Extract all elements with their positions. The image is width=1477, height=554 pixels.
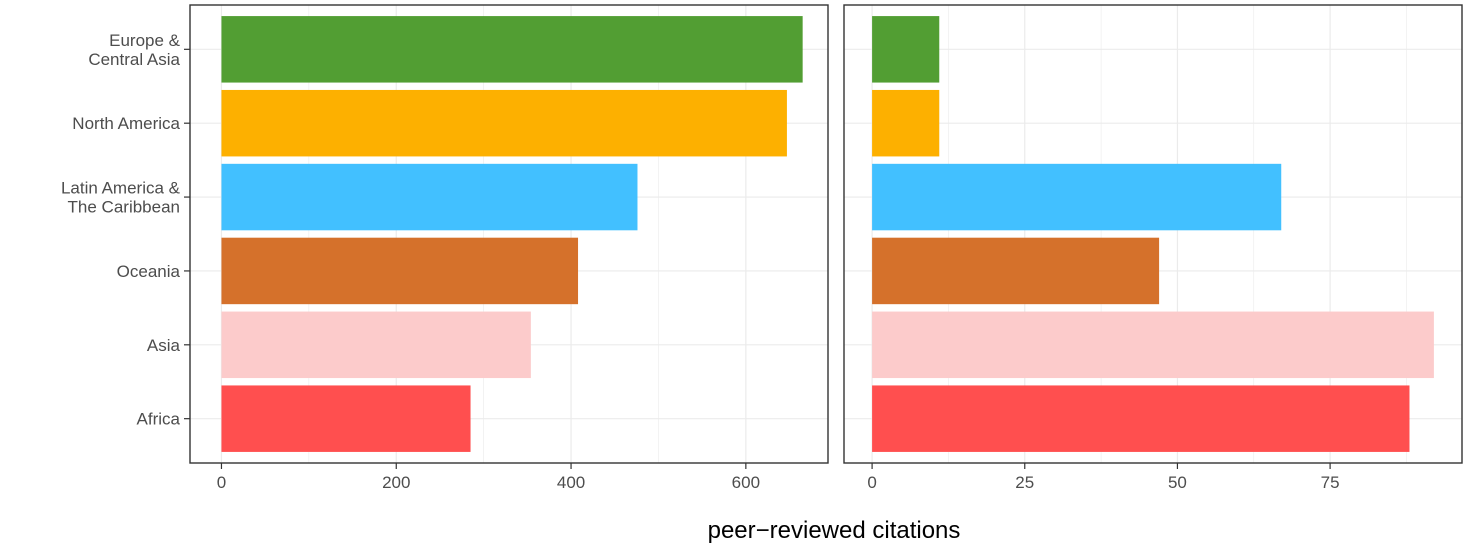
bar bbox=[221, 237, 579, 305]
bar bbox=[221, 16, 803, 83]
panel-border bbox=[843, 4, 1463, 464]
y-tick-label: Europe & bbox=[109, 31, 181, 50]
y-tick-label: The Caribbean bbox=[68, 198, 180, 217]
y-tick-label: Oceania bbox=[117, 262, 181, 281]
panel-left: 0 200 400 600 bbox=[189, 4, 829, 492]
x-tick-label: 600 bbox=[732, 473, 760, 492]
y-tick-label: North America bbox=[72, 114, 180, 133]
bar bbox=[221, 163, 638, 231]
y-tick-label: Asia bbox=[147, 336, 181, 355]
bar bbox=[872, 311, 1434, 379]
y-axis-category-labels: Europe &Central Asia North America Latin A… bbox=[61, 31, 190, 429]
bar bbox=[872, 163, 1282, 231]
bar bbox=[221, 89, 787, 157]
y-tick-label: Latin America & bbox=[61, 179, 181, 198]
x-tick-label: 0 bbox=[217, 473, 226, 492]
x-tick-label: 75 bbox=[1321, 473, 1340, 492]
bar bbox=[872, 237, 1160, 305]
y-tick-label: Central Asia bbox=[88, 50, 180, 69]
x-tick-label: 25 bbox=[1015, 473, 1034, 492]
x-tick-label: 200 bbox=[382, 473, 410, 492]
bar bbox=[872, 16, 940, 83]
bar bbox=[872, 385, 1410, 452]
y-tick-label: Africa bbox=[137, 410, 181, 429]
panel-border bbox=[189, 4, 829, 464]
x-tick-label: 0 bbox=[867, 473, 876, 492]
panel-right: 0 25 50 75 bbox=[843, 4, 1463, 492]
bar bbox=[221, 385, 471, 452]
bar bbox=[221, 311, 531, 379]
x-axis-title: peer−reviewed citations bbox=[708, 517, 961, 544]
x-tick-label: 50 bbox=[1168, 473, 1187, 492]
x-tick-label: 400 bbox=[557, 473, 585, 492]
bar bbox=[872, 89, 940, 157]
